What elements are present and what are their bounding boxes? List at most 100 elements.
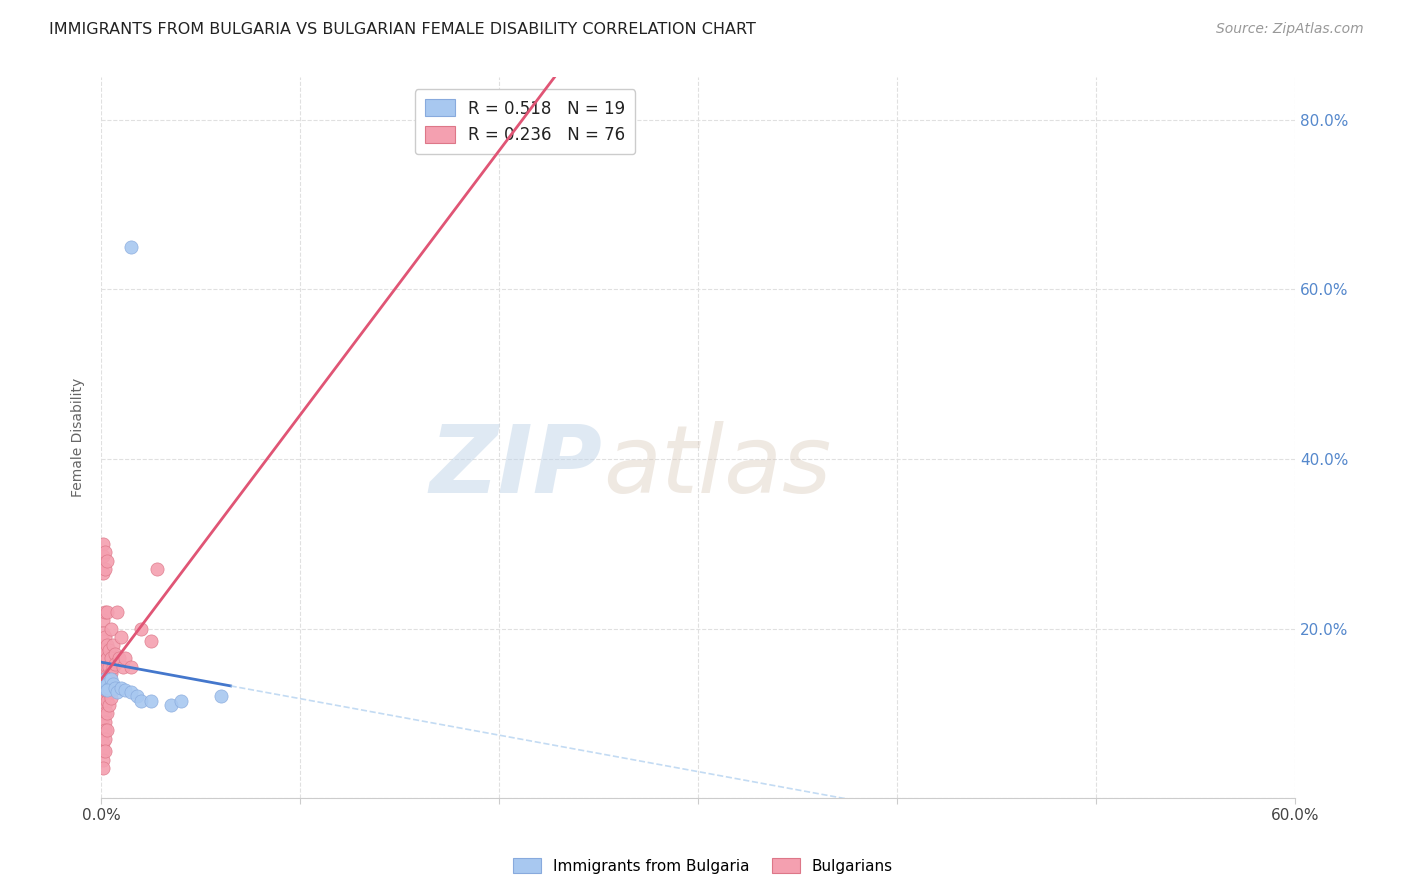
Point: [91, 727, 114, 741]
Point: [98, 642, 121, 657]
Point: [170, 693, 193, 707]
Point: [94, 562, 117, 576]
Point: [105, 685, 128, 699]
Point: [101, 639, 124, 653]
Point: [96, 651, 118, 665]
Point: [91, 676, 114, 690]
Y-axis label: Female Disability: Female Disability: [72, 378, 86, 498]
Point: [146, 562, 169, 576]
Point: [94, 605, 117, 619]
Text: ZIP: ZIP: [430, 420, 603, 513]
Point: [120, 240, 142, 254]
Point: [91, 668, 114, 682]
Point: [91, 736, 114, 750]
Point: [101, 659, 124, 673]
Point: [125, 690, 148, 704]
Point: [105, 605, 128, 619]
Point: [94, 698, 117, 712]
Point: [96, 659, 118, 673]
Point: [91, 682, 114, 697]
Point: [110, 681, 132, 695]
Point: [120, 685, 142, 699]
Point: [100, 691, 122, 706]
Point: [96, 676, 118, 690]
Point: [94, 706, 117, 721]
Point: [91, 537, 114, 551]
Point: [98, 676, 121, 690]
Point: [96, 682, 118, 697]
Point: [94, 714, 117, 729]
Point: [94, 744, 117, 758]
Point: [104, 681, 127, 695]
Point: [94, 654, 117, 668]
Point: [91, 651, 114, 665]
Point: [129, 622, 152, 636]
Point: [96, 676, 118, 690]
Point: [91, 753, 114, 767]
Point: [96, 639, 118, 653]
Point: [98, 681, 121, 695]
Point: [94, 630, 117, 644]
Point: [104, 647, 127, 661]
Legend: R = 0.518   N = 19, R = 0.236   N = 76: R = 0.518 N = 19, R = 0.236 N = 76: [415, 89, 636, 154]
Point: [108, 651, 131, 665]
Point: [94, 642, 117, 657]
Point: [96, 668, 118, 682]
Point: [94, 731, 117, 746]
Legend: Immigrants from Bulgaria, Bulgarians: Immigrants from Bulgaria, Bulgarians: [508, 852, 898, 880]
Point: [96, 605, 118, 619]
Point: [98, 698, 121, 712]
Point: [96, 723, 118, 738]
Point: [91, 566, 114, 581]
Point: [91, 744, 114, 758]
Point: [91, 642, 114, 657]
Point: [96, 693, 118, 707]
Point: [100, 665, 122, 680]
Point: [100, 673, 122, 687]
Point: [91, 681, 114, 695]
Point: [129, 693, 152, 707]
Text: IMMIGRANTS FROM BULGARIA VS BULGARIAN FEMALE DISABILITY CORRELATION CHART: IMMIGRANTS FROM BULGARIA VS BULGARIAN FE…: [49, 22, 756, 37]
Point: [91, 690, 114, 704]
Point: [94, 673, 117, 687]
Point: [91, 702, 114, 716]
Text: Source: ZipAtlas.com: Source: ZipAtlas.com: [1216, 22, 1364, 37]
Point: [94, 545, 117, 559]
Point: [96, 706, 118, 721]
Point: [209, 690, 232, 704]
Point: [112, 659, 135, 673]
Point: [91, 625, 114, 640]
Point: [98, 685, 121, 699]
Point: [139, 693, 162, 707]
Point: [160, 698, 183, 712]
Point: [91, 613, 114, 627]
Point: [98, 659, 121, 673]
Point: [100, 622, 122, 636]
Text: atlas: atlas: [603, 421, 831, 512]
Point: [100, 651, 122, 665]
Point: [91, 710, 114, 724]
Point: [91, 549, 114, 564]
Point: [91, 634, 114, 648]
Point: [120, 659, 142, 673]
Point: [91, 761, 114, 775]
Point: [98, 668, 121, 682]
Point: [94, 690, 117, 704]
Point: [101, 676, 124, 690]
Point: [91, 664, 114, 678]
Point: [91, 673, 114, 687]
Point: [94, 673, 117, 687]
Point: [110, 630, 132, 644]
Point: [114, 682, 136, 697]
Point: [94, 664, 117, 678]
Point: [139, 634, 162, 648]
Point: [91, 657, 114, 672]
Point: [91, 719, 114, 733]
Point: [94, 681, 117, 695]
Point: [96, 554, 118, 568]
Point: [114, 651, 136, 665]
Point: [96, 685, 118, 699]
Point: [94, 723, 117, 738]
Point: [100, 679, 122, 693]
Point: [91, 696, 114, 710]
